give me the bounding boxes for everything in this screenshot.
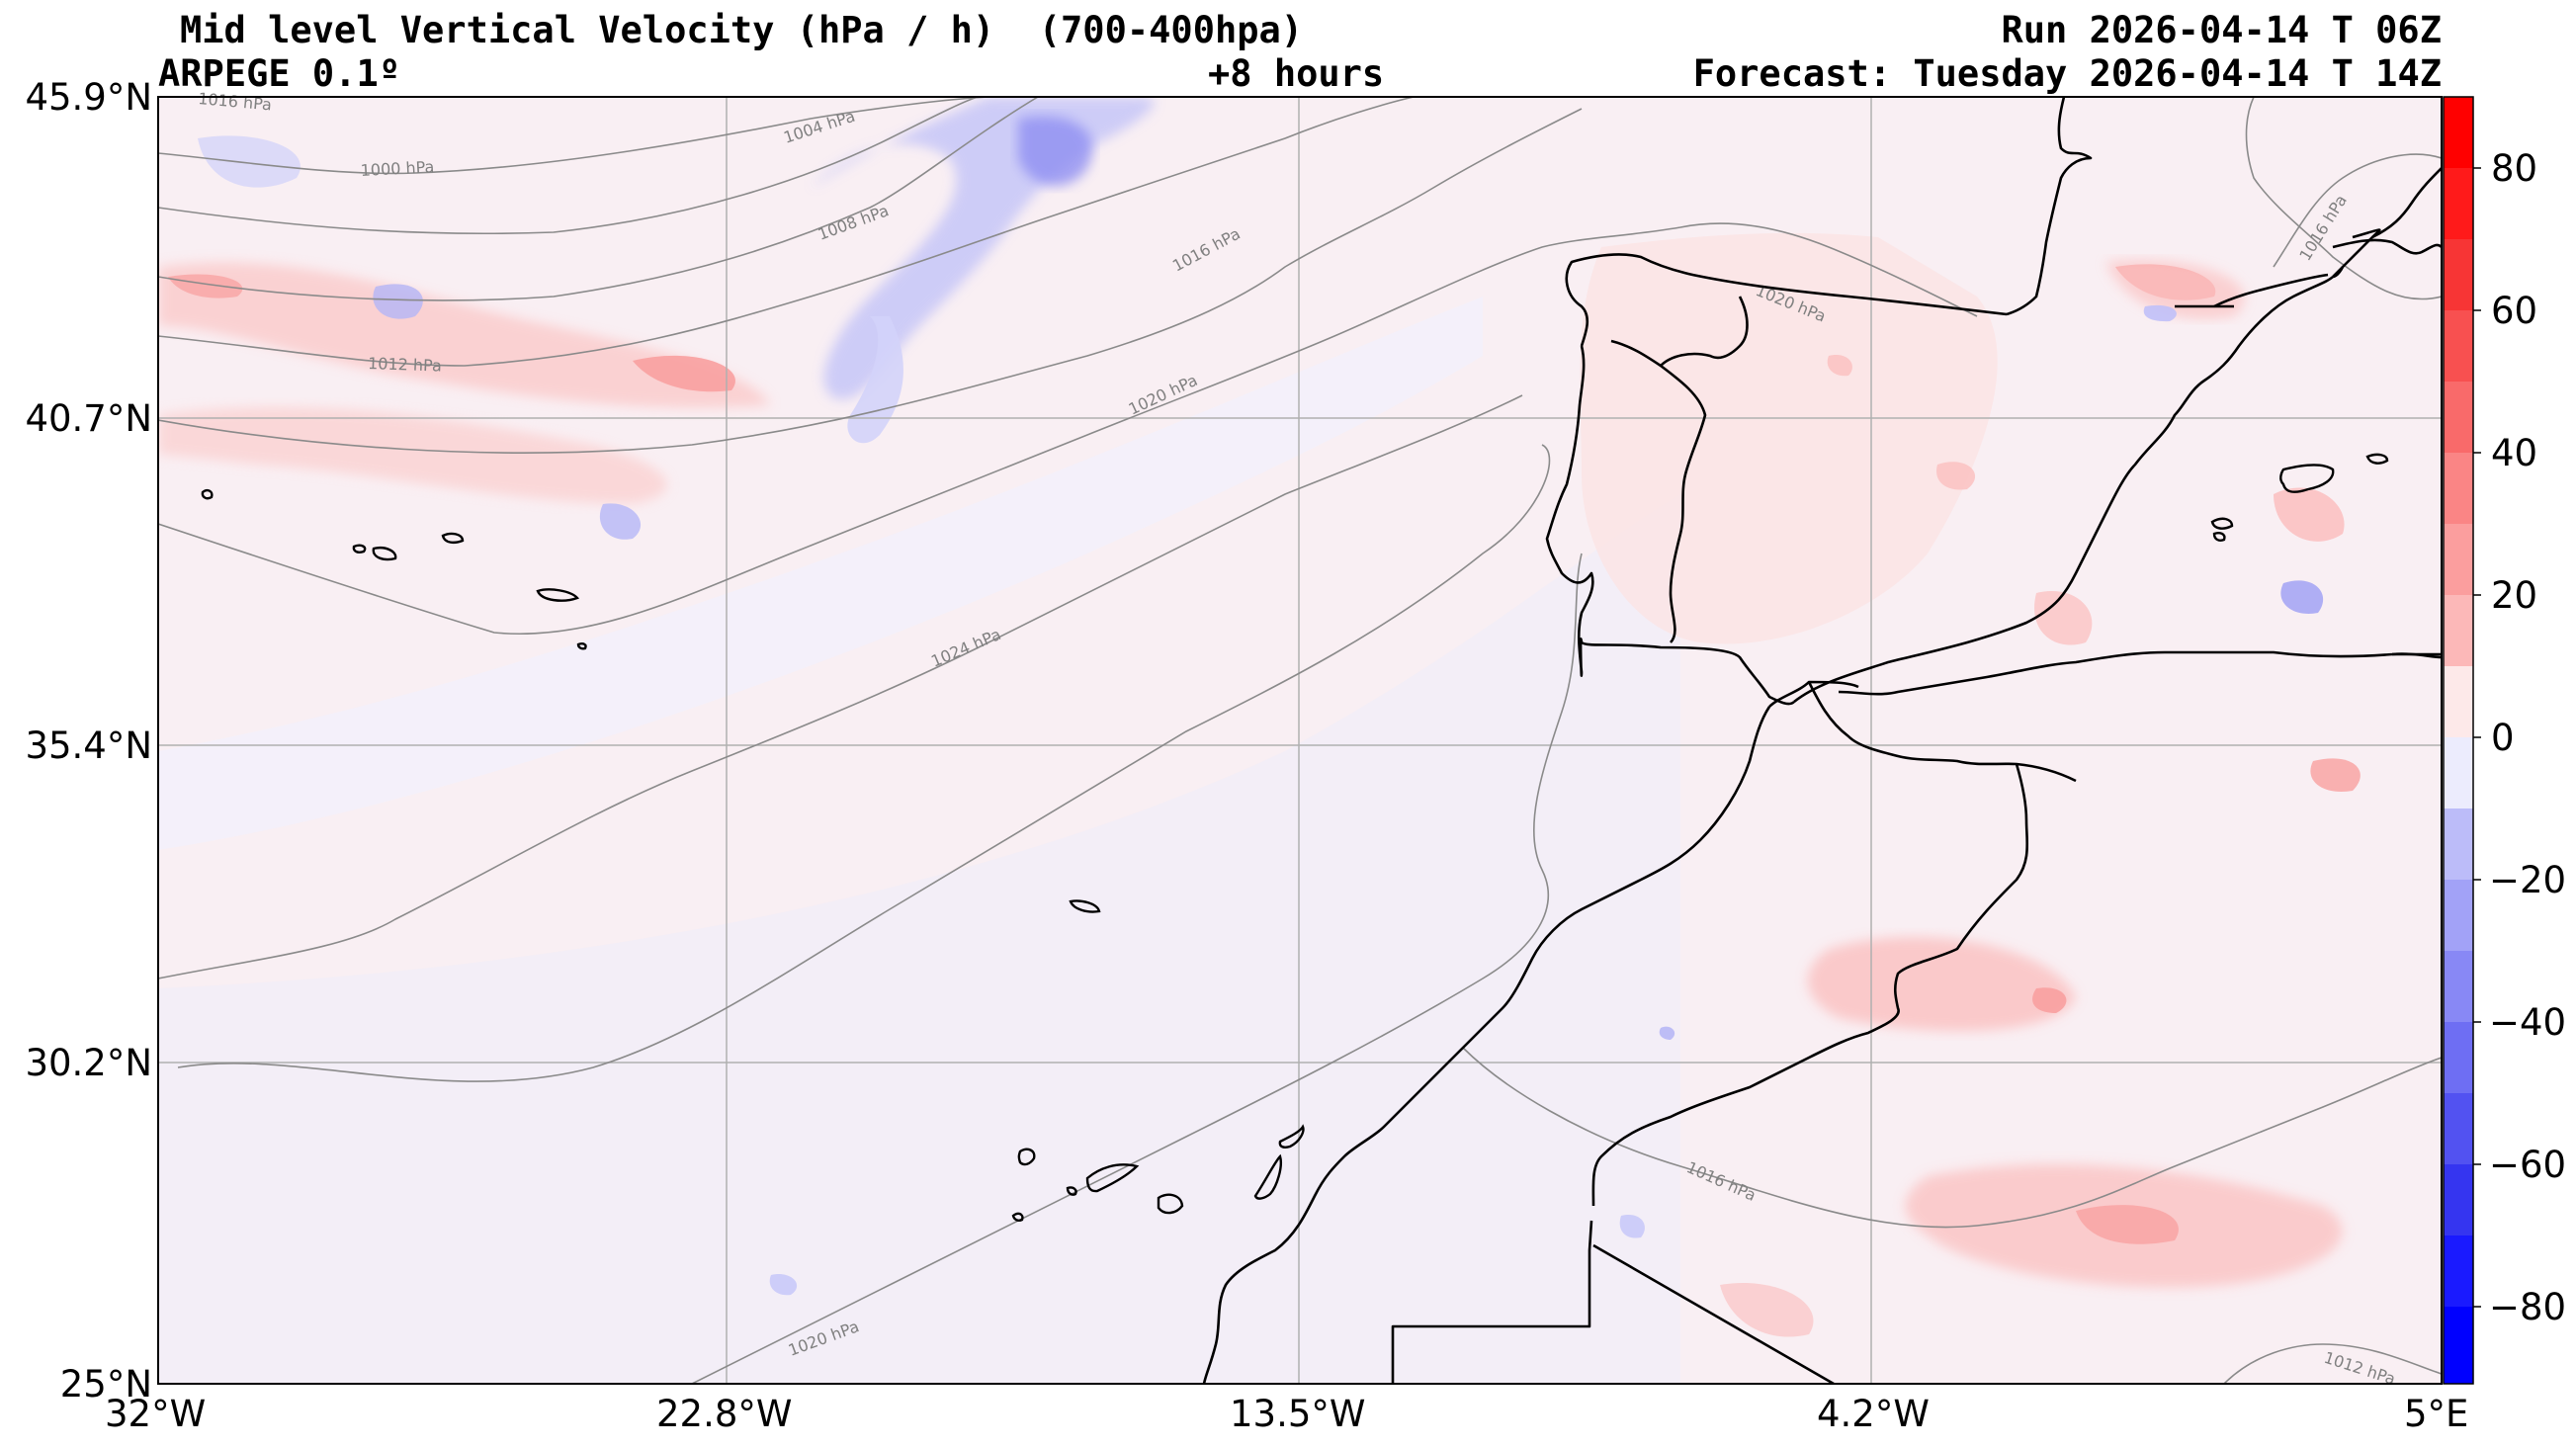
chart-title: Mid level Vertical Velocity (hPa / h) (7…	[180, 9, 1304, 51]
islands	[201, 453, 2389, 1222]
lon-label: 13.5°W	[1230, 1393, 1366, 1435]
lon-label: 22.8°W	[656, 1393, 793, 1435]
colorbar-tick: −40	[2489, 1001, 2567, 1044]
isobar-label: 1012 hPa	[368, 354, 442, 376]
lat-label: 25°N	[59, 1363, 152, 1405]
colorbar-tick: 0	[2491, 717, 2515, 759]
lon-label: 4.2°W	[1817, 1393, 1930, 1435]
colorbar-tick: −60	[2489, 1144, 2567, 1186]
map-frame	[157, 96, 2443, 1385]
lat-label: 30.2°N	[25, 1042, 152, 1084]
model-name: ARPEGE 0.1º	[158, 52, 401, 95]
lat-label: 45.9°N	[25, 76, 152, 119]
graticule	[158, 97, 2442, 1384]
colorbar-tick: 60	[2491, 290, 2538, 332]
colorbar-tick: −20	[2489, 859, 2567, 901]
lon-label: 32°W	[105, 1393, 207, 1435]
velocity-field	[158, 97, 2442, 1384]
colorbar-tick: 80	[2491, 147, 2538, 190]
run-time: Run 2026-04-14 T 06Z	[2001, 9, 2442, 51]
isobar-label: 1000 hPa	[360, 157, 435, 180]
lead-time: +8 hours	[1208, 52, 1385, 95]
lon-label: 5°E	[2404, 1393, 2469, 1435]
colorbar-tick: −80	[2489, 1286, 2567, 1328]
colorbar-tick: 40	[2491, 432, 2538, 474]
lat-label: 40.7°N	[25, 397, 152, 440]
colorbar-tick: 20	[2491, 574, 2538, 617]
lat-label: 35.4°N	[25, 724, 152, 767]
isobar-lines	[158, 97, 2442, 1384]
coastlines	[1202, 97, 2442, 1384]
colorbar	[2443, 96, 2481, 1385]
forecast-time: Forecast: Tuesday 2026-04-14 T 14Z	[1692, 52, 2442, 95]
